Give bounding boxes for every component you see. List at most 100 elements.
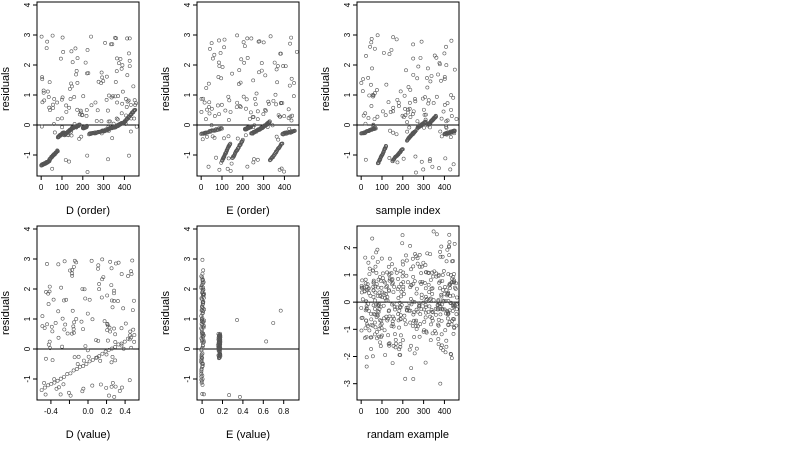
data-point [400,233,405,238]
data-point [276,137,281,142]
data-point [49,324,54,329]
data-point [101,275,106,279]
data-point [438,129,443,134]
data-point [406,280,410,285]
data-point [202,324,206,328]
data-point [373,126,378,131]
data-point [415,119,420,124]
data-point [391,130,395,135]
data-point [84,362,89,366]
data-point [104,74,109,79]
data-point [124,105,129,109]
data-point [267,119,272,124]
data-point [108,259,113,264]
data-point [428,79,433,84]
data-point [380,276,385,281]
data-point [274,134,279,139]
data-point [199,371,204,376]
y-tick-label: 2 [23,62,32,67]
data-point [107,393,111,398]
data-point [99,131,104,136]
data-point [422,319,427,324]
y-tick-label: 1 [23,92,32,97]
data-point [431,274,436,279]
data-point [401,292,406,296]
data-point [200,137,205,142]
data-point [419,292,424,297]
data-point [120,89,125,94]
data-point [126,98,131,103]
data-point [398,317,403,322]
data-point [440,279,445,283]
data-point [278,51,283,56]
data-point [115,117,120,122]
data-point [201,96,206,101]
data-point [105,338,110,343]
x-tick-label: 100 [55,183,69,192]
data-point [425,251,430,256]
data-point [42,161,47,166]
data-point [275,80,280,85]
data-point [86,71,91,76]
data-point [418,312,423,317]
data-point [407,347,412,352]
x-tick-label: 100 [375,407,389,416]
data-point [69,129,74,134]
data-point [417,122,422,127]
data-point [392,305,397,309]
data-point [426,101,431,106]
data-point [120,101,125,106]
data-point [366,286,371,291]
data-point [265,121,270,126]
data-point [366,116,371,120]
data-point [100,351,105,356]
data-point [434,271,439,276]
data-point [430,309,435,314]
y-axis-title: residuals [320,66,332,111]
data-point [253,96,257,101]
data-point [403,322,408,327]
residual-plot-6: 0 100 200 300 400 -3 -2 -1 0 1 2 randam example resi… [320,225,460,441]
data-point [107,325,112,330]
data-point [375,312,379,317]
data-point [375,309,380,314]
data-point [240,137,245,142]
data-point [125,36,130,41]
data-point [376,277,381,282]
data-point [441,298,445,303]
data-point [378,344,383,348]
data-point [436,342,441,347]
data-point [419,159,424,164]
data-point [113,344,118,349]
data-point [105,293,110,298]
data-point [273,92,278,97]
y-tick-label: 3 [23,32,32,37]
data-point [440,254,445,259]
data-point [40,314,45,319]
y-tick-label: 0 [343,299,352,304]
data-point [397,308,402,313]
data-point [422,307,426,312]
data-point [389,271,394,276]
data-point [437,301,442,306]
data-point [115,56,119,61]
data-point [446,272,451,277]
data-point [230,71,234,76]
data-point [399,289,404,294]
data-point [200,257,205,262]
data-point [218,51,223,55]
data-point [426,310,431,314]
data-point [70,308,75,313]
data-point [290,113,295,118]
data-point [421,167,426,172]
residual-plot-3: 0 100 200 300 400 -1 0 1 2 3 4 sample index residual… [320,1,460,217]
data-point [40,324,45,329]
y-tick-label: 1 [23,316,32,321]
data-point [442,299,446,304]
data-point [402,318,407,322]
x-tick-label: 0 [199,183,204,192]
data-point [81,358,86,363]
data-point [123,97,128,101]
data-point [448,294,453,298]
data-point [201,340,206,344]
